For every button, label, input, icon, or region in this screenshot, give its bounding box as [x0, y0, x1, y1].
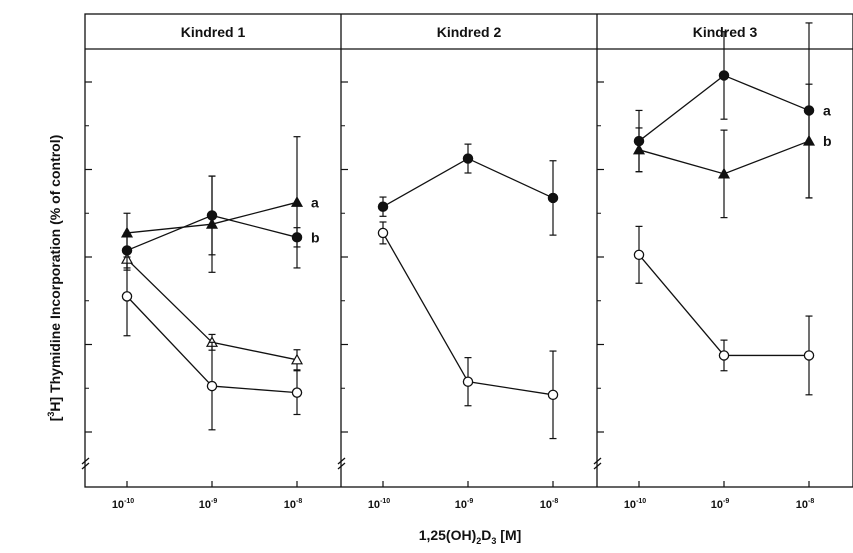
- series-filled-triangle: b: [632, 83, 832, 219]
- x-tick-label: 10-8: [796, 498, 815, 511]
- axis-break: [593, 462, 602, 470]
- axis-break: [337, 462, 346, 470]
- data-point: [377, 201, 389, 212]
- series-label: a: [311, 194, 319, 210]
- data-point: [290, 196, 304, 207]
- x-tick-label: 10-9: [455, 498, 474, 511]
- outer-frame: [84, 13, 853, 488]
- data-point: [291, 387, 303, 398]
- x-tick-label: 10-9: [199, 498, 218, 511]
- series-filled-circle: [377, 143, 559, 236]
- data-point: [547, 192, 559, 204]
- axis-break: [337, 457, 346, 465]
- x-tick-label: 10-8: [540, 498, 559, 511]
- y-axis-label: [3H] Thymidine Incorporation (% of contr…: [46, 135, 63, 422]
- data-point: [121, 291, 133, 302]
- y-axis: [81, 81, 604, 470]
- series-open-circle: [121, 256, 303, 431]
- x-tick-label: 10-9: [711, 498, 730, 511]
- data-point: [462, 376, 474, 387]
- x-axis: 10-10 10-9 10-8 10-10 10-9 10-8 10-10 10-9 10-8: [112, 481, 815, 511]
- series-open-circle: [633, 225, 815, 396]
- data-point: [802, 134, 816, 146]
- data-point: [462, 153, 474, 164]
- data-point: [291, 232, 303, 243]
- series-label: b: [311, 229, 320, 245]
- panel-titles: Kindred 1 Kindred 2 Kindred 3: [181, 24, 758, 40]
- panel-title: Kindred 1: [181, 24, 246, 40]
- x-tick-label: 10-10: [112, 498, 134, 511]
- axis-break: [81, 457, 90, 465]
- panel-frames: [84, 13, 853, 488]
- panel-title: Kindred 2: [437, 24, 502, 40]
- data-point: [803, 350, 815, 361]
- data-point: [718, 350, 730, 361]
- x-tick-label: 10-8: [284, 498, 303, 511]
- series-filled-triangle: a: [120, 136, 319, 273]
- x-axis-label: 1,25(OH)2D3 [M]: [419, 527, 522, 546]
- data-point: [632, 143, 646, 155]
- x-tick-label: 10-10: [624, 498, 646, 511]
- data-point: [206, 210, 218, 221]
- data-point: [717, 167, 731, 179]
- axis-break: [81, 462, 90, 470]
- data-point: [290, 353, 304, 365]
- data-point: [547, 389, 559, 401]
- series-label: b: [823, 133, 832, 149]
- series-open-circle: [377, 221, 559, 440]
- axis-break: [593, 457, 602, 465]
- data-point: [633, 249, 645, 261]
- data-point: [206, 380, 218, 392]
- data-point: [718, 70, 730, 81]
- series-label: a: [823, 102, 831, 118]
- data-point: [377, 227, 389, 239]
- x-tick-label: 10-10: [368, 498, 390, 511]
